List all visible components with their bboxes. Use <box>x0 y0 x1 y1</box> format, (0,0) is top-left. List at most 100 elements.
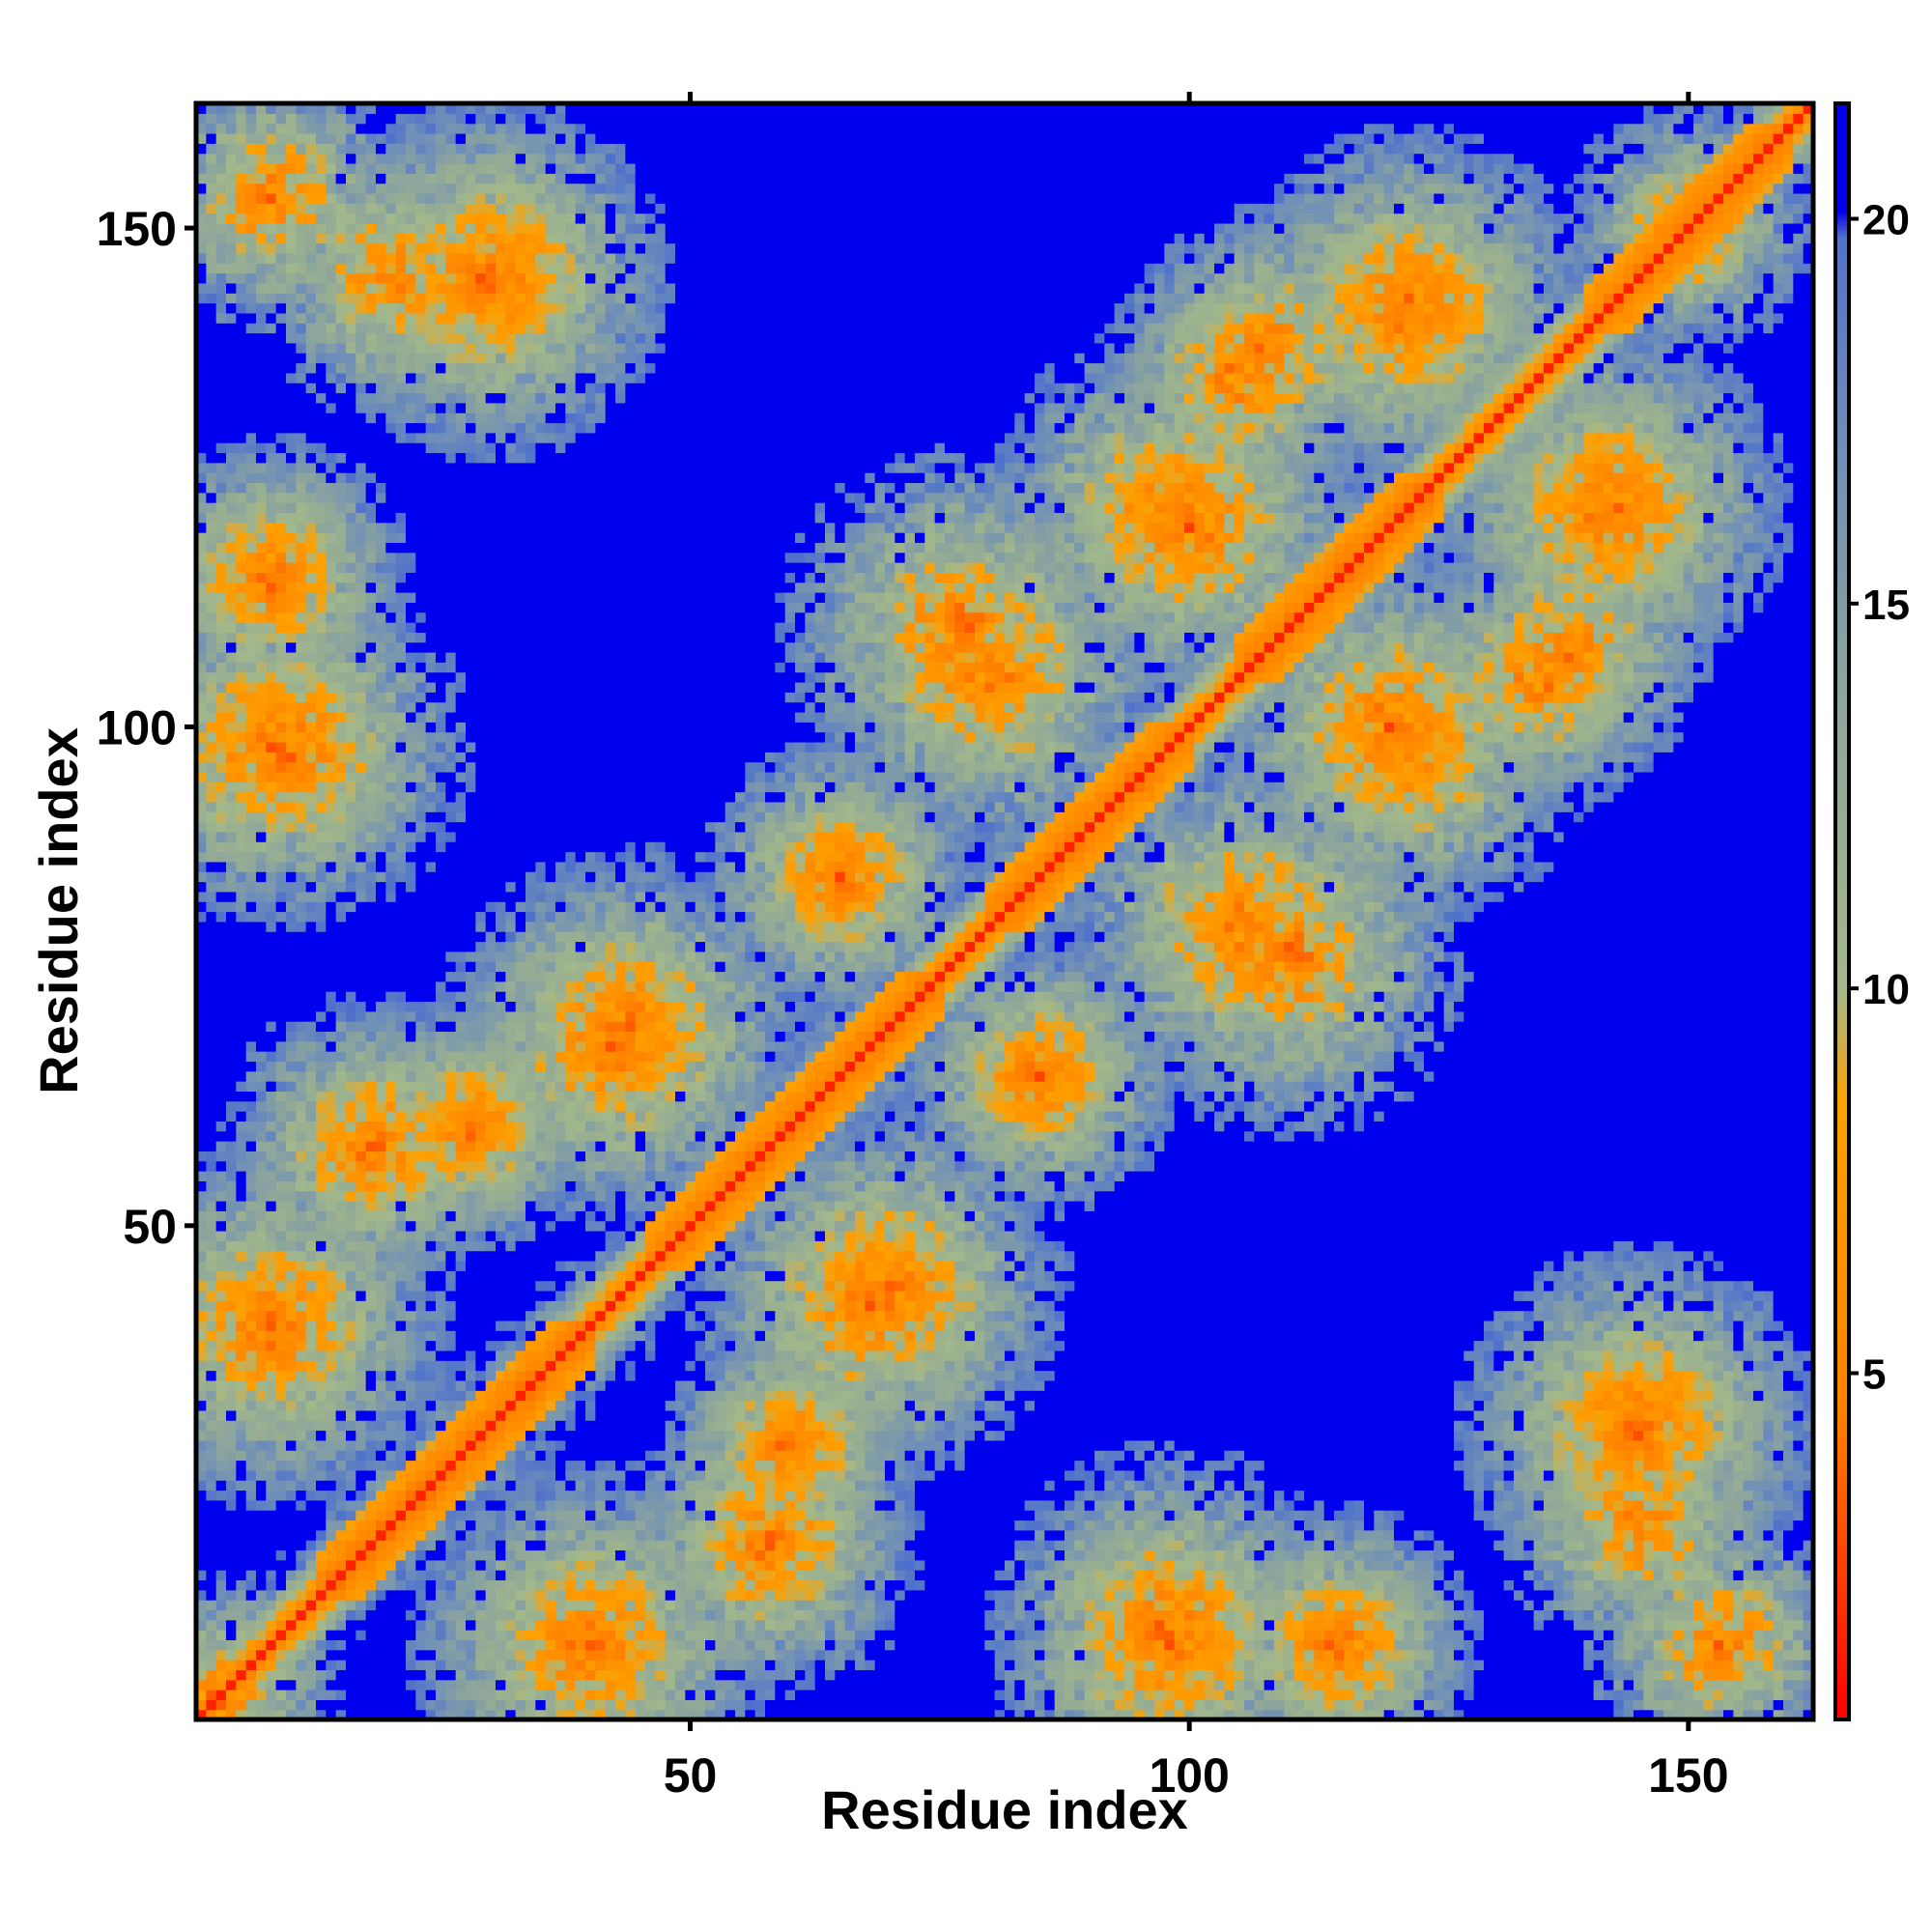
heatmap-cell <box>385 1639 397 1651</box>
heatmap-cell <box>395 1310 407 1321</box>
heatmap-cell <box>395 1190 407 1202</box>
heatmap-cell <box>256 841 267 853</box>
heatmap-cell <box>455 1180 467 1192</box>
heatmap-cell <box>365 392 377 404</box>
heatmap-cell <box>466 383 476 394</box>
heatmap-cell <box>365 1091 377 1102</box>
heatmap-cell <box>376 1091 386 1102</box>
heatmap-cell <box>376 1630 386 1640</box>
heatmap-cell <box>245 512 257 524</box>
heatmap-cell <box>365 192 377 204</box>
heatmap-cell <box>226 1390 237 1402</box>
heatmap-cell <box>475 1200 487 1211</box>
heatmap-cell <box>296 1660 307 1670</box>
heatmap-cell <box>316 641 327 653</box>
heatmap-cell <box>245 293 257 304</box>
heatmap-cell <box>455 412 467 424</box>
heatmap-cell <box>425 332 437 344</box>
heatmap-cell <box>215 113 227 125</box>
heatmap-cell <box>256 482 267 494</box>
heatmap-cell <box>496 452 506 464</box>
heatmap-cell <box>256 1480 267 1492</box>
heatmap-cell <box>206 1340 217 1351</box>
heatmap-cell <box>415 771 427 782</box>
heatmap-cell <box>346 1559 356 1571</box>
heatmap-cell <box>395 1340 407 1351</box>
heatmap-cell <box>365 1340 377 1351</box>
heatmap-cell <box>316 1230 327 1241</box>
heatmap-cell <box>305 841 317 853</box>
heatmap-cell <box>296 153 307 164</box>
heatmap-cell <box>275 572 287 583</box>
heatmap-cell <box>415 1549 427 1561</box>
heatmap-cell <box>326 1350 337 1361</box>
heatmap-cell <box>466 1320 476 1331</box>
heatmap-cell <box>226 522 237 533</box>
heatmap-cell <box>256 1609 267 1621</box>
heatmap-cell <box>305 1061 317 1072</box>
heatmap-cell <box>415 851 427 863</box>
heatmap-cell <box>335 1240 347 1252</box>
heatmap-cell <box>475 881 487 893</box>
heatmap-cell <box>316 422 327 434</box>
heatmap-cell <box>305 611 317 623</box>
heatmap-cell <box>436 1570 446 1581</box>
heatmap-cell <box>256 881 267 893</box>
heatmap-cell <box>395 681 407 693</box>
heatmap-cell <box>335 761 347 773</box>
heatmap-cell <box>305 861 317 872</box>
heatmap-cell <box>266 1031 277 1042</box>
heatmap-cell <box>475 222 487 234</box>
heatmap-cell <box>376 921 386 932</box>
heatmap-cell <box>485 871 497 883</box>
heatmap-cell <box>286 442 297 454</box>
heatmap-cell <box>286 1021 297 1033</box>
heatmap-cell <box>496 1609 506 1621</box>
heatmap-cell <box>395 293 407 304</box>
heatmap-cell <box>466 1340 476 1351</box>
heatmap-cell <box>376 562 386 573</box>
heatmap-cell <box>496 472 506 484</box>
heatmap-cell <box>406 841 416 853</box>
heatmap-cell <box>485 552 497 563</box>
heatmap-cell <box>436 881 446 893</box>
heatmap-cell <box>286 881 297 893</box>
heatmap-cell <box>436 233 446 244</box>
heatmap-cell <box>335 323 347 334</box>
heatmap-cell <box>365 512 377 524</box>
heatmap-cell <box>326 342 337 354</box>
heatmap-cell <box>296 1499 307 1511</box>
heatmap-cell <box>475 1450 487 1462</box>
heatmap-cell <box>415 1100 427 1112</box>
heatmap-cell <box>286 991 297 1003</box>
heatmap-cell <box>196 272 207 284</box>
heatmap-cell <box>376 1510 386 1521</box>
heatmap-cell <box>395 1589 407 1601</box>
heatmap-cell <box>305 1220 317 1232</box>
heatmap-cell <box>395 1230 407 1241</box>
heatmap-cell <box>296 1290 307 1301</box>
heatmap-cell <box>296 502 307 514</box>
heatmap-cell <box>475 1141 487 1151</box>
heatmap-cell <box>455 692 467 703</box>
heatmap-cell <box>305 991 317 1003</box>
heatmap-cell <box>266 383 277 394</box>
heatmap-cell <box>266 222 277 234</box>
heatmap-cell <box>236 1360 247 1372</box>
heatmap-cell <box>335 891 347 902</box>
heatmap-cell <box>385 1270 397 1282</box>
heatmap-cell <box>215 362 227 374</box>
heatmap-cell <box>436 1121 446 1132</box>
heatmap-cell <box>226 1699 237 1711</box>
heatmap-cell <box>365 641 377 653</box>
heatmap-cell <box>346 1579 356 1591</box>
heatmap-cell <box>305 542 317 554</box>
heatmap-cell <box>236 1330 247 1342</box>
heatmap-cell <box>346 622 356 633</box>
heatmap-cell <box>206 911 217 923</box>
heatmap-cell <box>316 222 327 234</box>
heatmap-cell <box>326 422 337 434</box>
heatmap-cell <box>436 861 446 872</box>
heatmap-cell <box>385 1111 397 1122</box>
heatmap-cell <box>376 841 386 853</box>
